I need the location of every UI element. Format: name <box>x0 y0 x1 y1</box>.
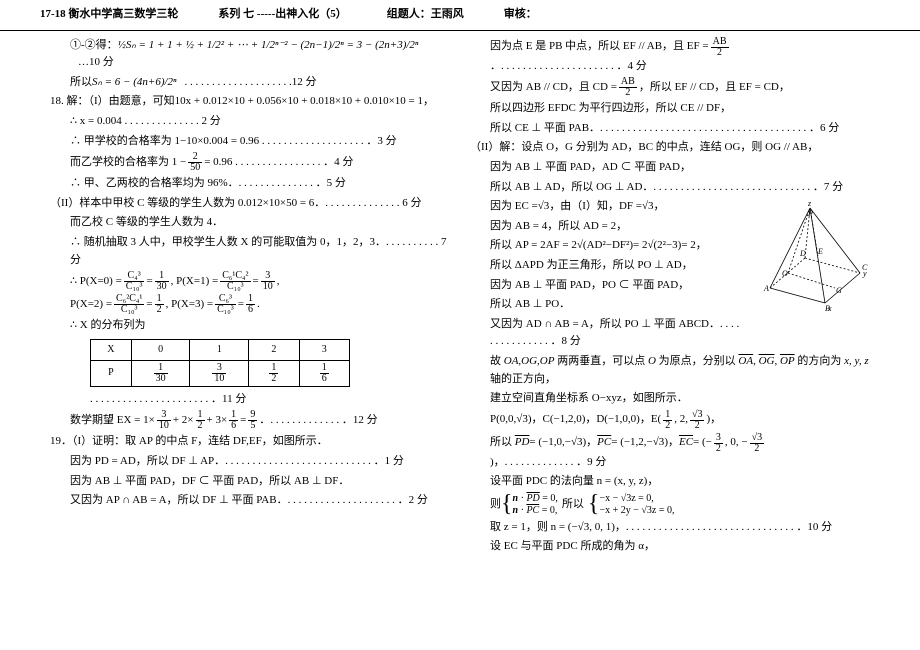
cell: 16 <box>299 360 349 386</box>
brace-icon: { <box>501 495 513 514</box>
content-area: ①-②得： ½Sₙ = 1 + 1 + ½ + 1/2² + ⋯ + 1/2ⁿ⁻… <box>0 31 920 562</box>
part2-stem: （II）解：设点 O，G 分别为 AD，BC 的中点，连结 OG，则 OG //… <box>470 139 870 157</box>
distribution-table: X 0 1 2 3 P 130 310 12 16 <box>90 339 350 387</box>
cell: 0 <box>131 339 190 360</box>
eq-line: 所以 Sₙ = 6 − (4n+6)/2ⁿ . . . . . . . . . … <box>50 74 450 92</box>
header-left: 17-18 衡水中学高三数学三轮 <box>40 6 178 24</box>
cell: 1 <box>190 339 249 360</box>
fraction: C₆²C₄¹C₁₀³ <box>114 294 144 315</box>
prob-line: P(X=2) = C₆²C₄¹C₁₀³ = 12 , P(X=3) = C₆³C… <box>50 294 450 315</box>
step-line: ∴ x = 0.004 . . . . . . . . . . . . . . … <box>50 113 450 131</box>
step-line: ∴ 甲、乙两校的合格率均为 96%．. . . . . . . . . . . … <box>50 175 450 193</box>
step-line: 设 EC 与平面 PDC 所成的角为 α， <box>470 538 870 556</box>
fraction: 12 <box>155 294 164 315</box>
svg-text:G: G <box>836 286 842 295</box>
step-line: 所以 AB ⊥ AD，所以 OG ⊥ AD．. . . . . . . . . … <box>470 179 870 197</box>
step-line: 所以四边形 EFDC 为平行四边形，所以 CE // DF， <box>470 100 870 118</box>
fraction: C₆¹C₄²C₁₀³ <box>220 271 250 292</box>
q19-stem: 19．（I）证明：取 AP 的中点 F，连结 DF,EF，如图所示． <box>50 433 450 451</box>
cell: 2 <box>249 339 299 360</box>
brace-icon: { <box>588 495 600 514</box>
fraction: 32 <box>714 433 723 454</box>
step-line: 因为点 E 是 PB 中点，所以 EF // AB，且 EF = AB2 ．. … <box>470 37 870 76</box>
fraction: 130 <box>155 271 169 292</box>
score-label: . . . . . . . . . . . . . . . . . . . . … <box>50 391 450 409</box>
fraction: 95 <box>248 410 257 431</box>
step-line: 取 z = 1，则 n = (−√3 , 0, 1)，. . . . . . .… <box>470 519 870 537</box>
header-center: 系列 七 -----出神入化（5） <box>218 6 346 24</box>
step-line: 故 OA,OG,OP 两两垂直，可以点 O 为原点，分别以 OA, OG, OP… <box>470 353 870 388</box>
fraction: 16 <box>246 294 255 315</box>
prob-line: ∴ P(X=0) = C₄³C₁₀³ = 130 , P(X=1) = C₆¹C… <box>50 271 450 292</box>
step-line: 因为 AB ⊥ 平面 PAD，DF ⊂ 平面 PAD，所以 AB ⊥ DF． <box>50 473 450 491</box>
step-line: 又因为 AB // CD，且 CD = AB2 ，所以 EF // CD，且 E… <box>470 77 870 98</box>
step-line: 因为 AB ⊥ 平面 PAD，PO ⊂ 平面 PAD， <box>470 277 744 295</box>
svg-text:P: P <box>807 209 813 218</box>
step-line: 因为 PD = AD，所以 DF ⊥ AP．. . . . . . . . . … <box>50 453 450 471</box>
right-column: 因为点 E 是 PB 中点，所以 EF // AB，且 EF = AB2 ．. … <box>460 35 880 558</box>
page-header: 17-18 衡水中学高三数学三轮 系列 七 -----出神入化（5） 组题人：王… <box>0 0 920 31</box>
header-reviewer: 审核： <box>504 6 537 24</box>
q18-stem: 18. 解：（I）由题意，可知10x + 0.012×10 + 0.056×10… <box>50 93 450 111</box>
cell: 130 <box>131 360 190 386</box>
step-line: 又因为 AP ∩ AB = A，所以 DF ⊥ 平面 PAB．. . . . .… <box>50 492 450 510</box>
cell: 310 <box>190 360 249 386</box>
cell: 12 <box>249 360 299 386</box>
score-label: . . . . . . . . . . . . . . . . . . . .1… <box>185 74 317 92</box>
svg-text:O: O <box>782 269 788 278</box>
fraction: 16 <box>229 410 238 431</box>
step-line: 而乙学校的合格率为 1 − 250 = 0.96 . . . . . . . .… <box>50 152 450 173</box>
score-label: …10 分 <box>78 54 114 72</box>
fraction: AB2 <box>711 37 729 58</box>
svg-text:C: C <box>862 263 868 272</box>
table-row: P 130 310 12 16 <box>91 360 350 386</box>
vectors-line: 所以 PD 所以 PD = (−1,0,− = (−1,0,−√3)， PC =… <box>470 433 870 472</box>
step-line: 因为 EC = √3 ，由（I）知，DF = √3 ， <box>470 198 744 216</box>
step-line: 因为 AB ⊥ 平面 PAD，AD ⊂ 平面 PAD， <box>470 159 870 177</box>
svg-text:E: E <box>817 247 823 256</box>
step-line: 又因为 AD ∩ AB = A，所以 PO ⊥ 平面 ABCD．. . . . … <box>470 316 744 351</box>
score-label: ．. . . . . . . . . . . . . . . . . . . .… <box>490 58 647 76</box>
left-column: ①-②得： ½Sₙ = 1 + 1 + ½ + 1/2² + ⋯ + 1/2ⁿ⁻… <box>40 35 460 558</box>
pyramid-diagram: z y x A B C D O G E P <box>750 198 870 318</box>
fraction: 310 <box>157 410 171 431</box>
svg-text:B: B <box>825 304 830 313</box>
step-line: 所以 ΔAPD 为正三角形，所以 PO ⊥ AD， <box>470 257 744 275</box>
step-line: 因为 AB = 4，所以 AD = 2， <box>470 218 744 236</box>
step-line: ∴ 随机抽取 3 人中，甲校学生人数 X 的可能取值为 0，1，2，3．. . … <box>50 234 450 269</box>
fraction: C₆³C₁₀³ <box>215 294 236 315</box>
step-line: 而乙校 C 等级的学生人数为 4． <box>50 214 450 232</box>
header-author: 组题人：王雨风 <box>387 6 464 24</box>
svg-text:A: A <box>763 284 769 293</box>
cell: P <box>91 360 132 386</box>
eq-line: ①-②得： ½Sₙ = 1 + 1 + ½ + 1/2² + ⋯ + 1/2ⁿ⁻… <box>50 37 450 72</box>
fraction: 310 <box>261 271 275 292</box>
q18-part2: （II）样本中甲校 C 等级的学生人数为 0.012×10×50 = 6．. .… <box>50 195 450 213</box>
cell: 3 <box>299 339 349 360</box>
fraction: 250 <box>188 152 202 173</box>
fraction: 12 <box>663 410 672 431</box>
step-line: 所以 CE ⊥ 平面 PAB．. . . . . . . . . . . . .… <box>470 120 870 138</box>
system-line: 则 { n · PD = 0, n · PC = 0, 所以 { −x − √3… <box>470 493 870 517</box>
svg-text:D: D <box>799 249 806 258</box>
fraction: AB2 <box>619 77 637 98</box>
cell: X <box>91 339 132 360</box>
fraction: C₄³C₁₀³ <box>124 271 145 292</box>
step-line: ∴ 甲学校的合格率为 1−10×0.004 = 0.96 . . . . . .… <box>50 133 450 151</box>
table-row: X 0 1 2 3 <box>91 339 350 360</box>
dist-title: ∴ X 的分布列为 <box>50 317 450 335</box>
coords-line: P(0,0,√3 )，C(−1,2,0)，D(−1,0,0)，E( 12 , 2… <box>470 410 870 431</box>
expectation-line: 数学期望 EX = 1× 310 + 2× 12 + 3× 16 = 95 ．.… <box>50 410 450 431</box>
step-line: 建立空间直角坐标系 O−xyz，如图所示． <box>470 390 870 408</box>
fraction: 12 <box>196 410 205 431</box>
fraction: √32 <box>690 410 705 431</box>
step-line: 设平面 PDC 的法向量 n = (x, y, z)， <box>470 473 870 491</box>
step-line: 所以 AP = 2AF = 2√(AD²−DF²) = 2√(2²−3) = 2… <box>470 237 744 255</box>
step-line: 所以 AB ⊥ PO． <box>470 296 744 314</box>
score-label: ．. . . . . . . . . . . . . ．12 分 <box>259 412 377 430</box>
fraction: √32 <box>750 433 765 454</box>
svg-text:z: z <box>807 199 812 208</box>
